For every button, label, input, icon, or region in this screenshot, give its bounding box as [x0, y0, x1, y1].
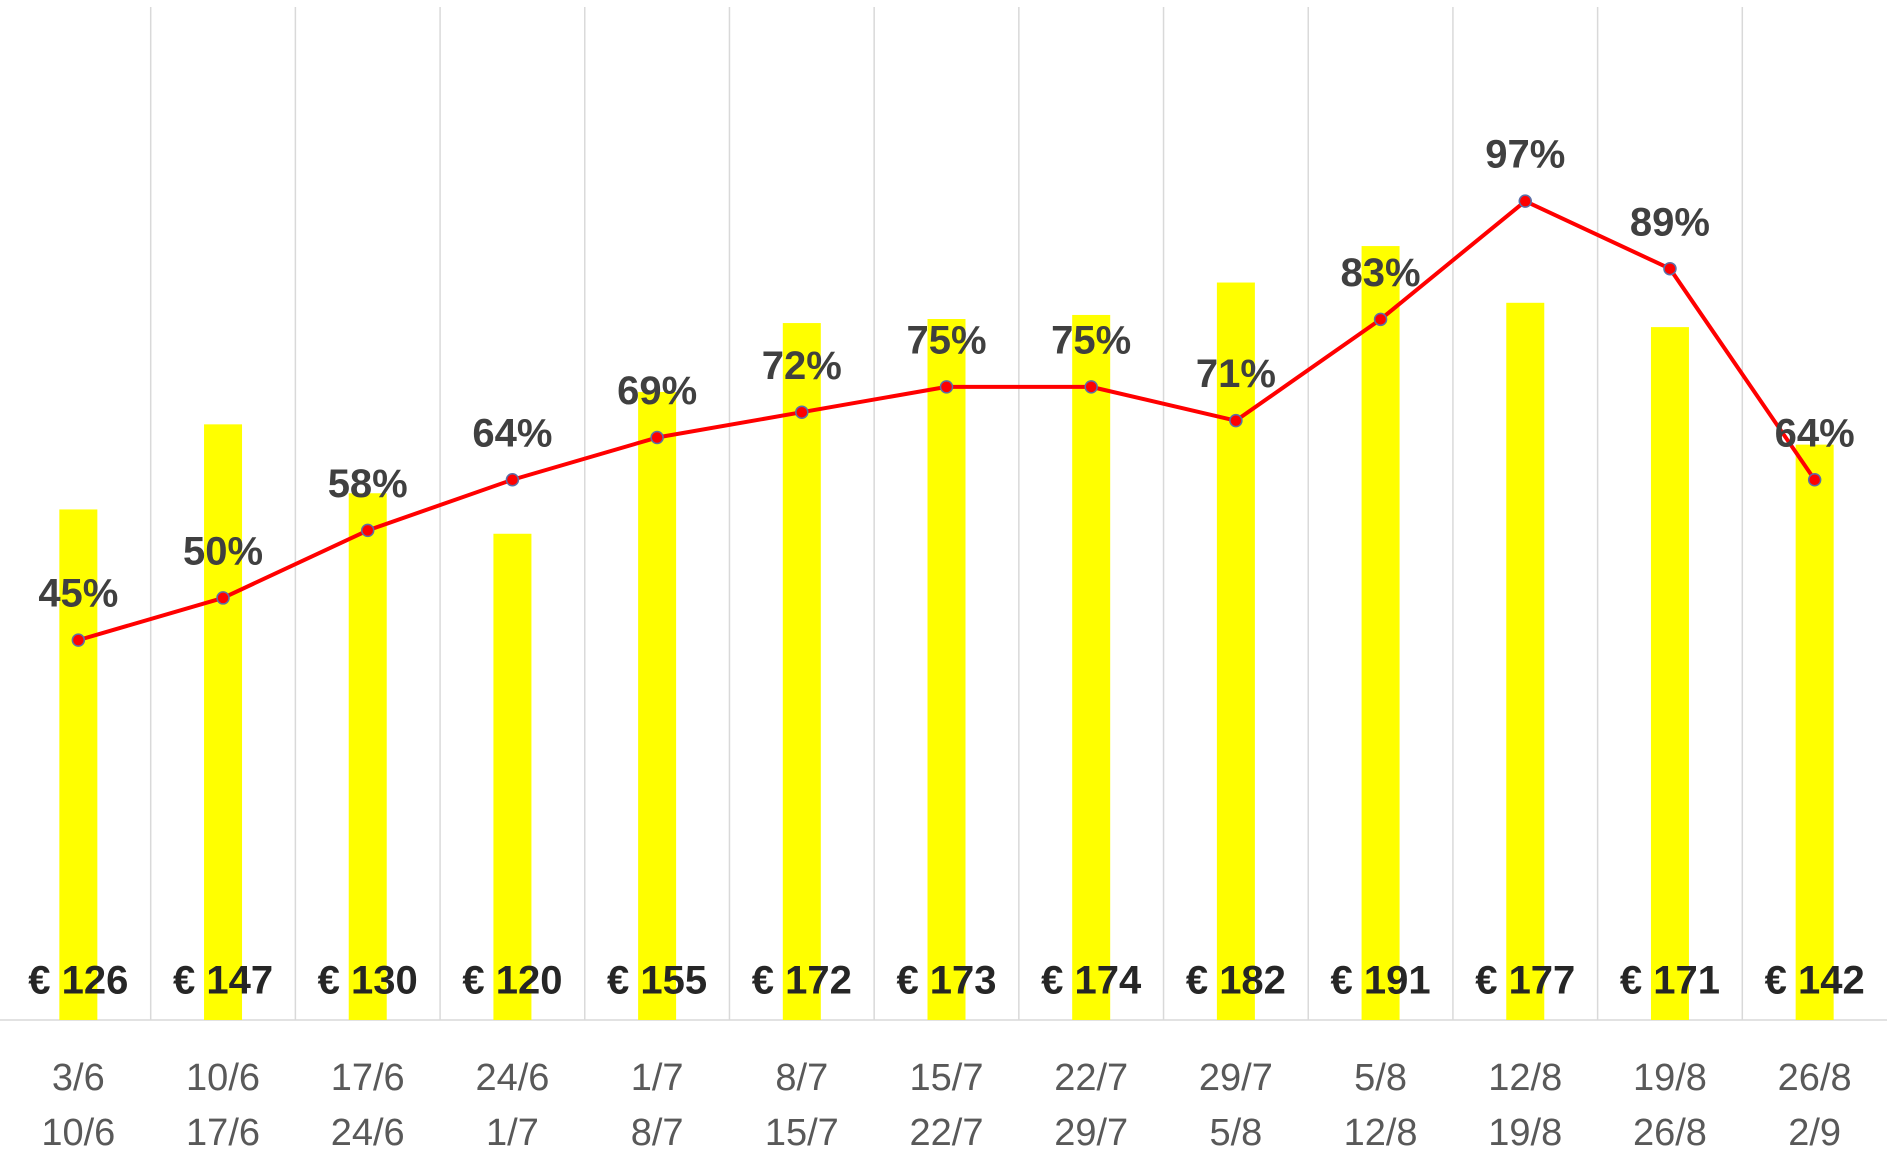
- point-label: 89%: [1630, 200, 1710, 244]
- bar: [638, 391, 677, 1020]
- bar: [927, 319, 966, 1020]
- x-tick-label: 29/7: [1054, 1112, 1128, 1154]
- bar: [59, 509, 98, 1020]
- point-label: 50%: [183, 529, 263, 573]
- bar-label: € 172: [752, 959, 852, 1003]
- x-tick-label: 15/7: [910, 1057, 984, 1099]
- bar-label: € 171: [1620, 959, 1720, 1003]
- x-tick-label: 12/8: [1344, 1112, 1418, 1154]
- x-tick-label: 22/7: [910, 1112, 984, 1154]
- x-tick-label: 8/7: [631, 1112, 684, 1154]
- bar: [348, 493, 387, 1020]
- bar-label: € 182: [1186, 959, 1286, 1003]
- bar-label: € 155: [607, 959, 707, 1003]
- x-tick-label: 5/8: [1209, 1112, 1262, 1154]
- bar: [1216, 282, 1255, 1020]
- point-label: 71%: [1196, 352, 1276, 396]
- x-tick-label: 12/8: [1488, 1057, 1562, 1099]
- x-tick-label: 10/6: [186, 1057, 260, 1099]
- x-tick-label: 5/8: [1354, 1057, 1407, 1099]
- x-tick-label: 26/8: [1633, 1112, 1707, 1154]
- point-label: 64%: [472, 411, 552, 455]
- bar-label: € 173: [896, 959, 996, 1003]
- bar: [1795, 444, 1834, 1021]
- point: [1807, 472, 1822, 487]
- point: [939, 380, 954, 394]
- x-tick-label: 19/8: [1633, 1057, 1707, 1099]
- point: [650, 430, 664, 445]
- x-tick-label: 26/8: [1778, 1057, 1852, 1099]
- bar: [782, 323, 821, 1020]
- point: [71, 633, 86, 647]
- point: [1084, 380, 1098, 394]
- point-label: 97%: [1485, 133, 1565, 177]
- point: [1373, 312, 1388, 327]
- bar: [1072, 314, 1111, 1020]
- point-label: 75%: [906, 318, 986, 362]
- bar-label: € 174: [1041, 959, 1142, 1003]
- point: [360, 523, 375, 538]
- x-tick-label: 15/7: [765, 1112, 839, 1154]
- x-tick-label: 24/6: [475, 1057, 549, 1099]
- point: [1663, 261, 1677, 276]
- point: [1229, 413, 1243, 428]
- point: [505, 472, 520, 487]
- bar: [493, 533, 532, 1020]
- point-label: 58%: [328, 462, 408, 506]
- x-tick-label: 24/6: [331, 1112, 405, 1154]
- x-tick-label: 19/8: [1488, 1112, 1562, 1154]
- point-label: 64%: [1775, 411, 1855, 455]
- point-label: 72%: [762, 344, 842, 388]
- bar: [1506, 302, 1545, 1020]
- bar-label: € 130: [318, 959, 418, 1003]
- x-tick-label: 3/6: [52, 1057, 105, 1099]
- point-label: 69%: [617, 369, 697, 413]
- bar-label: € 120: [462, 959, 562, 1003]
- x-tick-label: 17/6: [331, 1057, 405, 1099]
- point-label: 83%: [1341, 251, 1421, 295]
- point-label: 45%: [38, 572, 118, 616]
- bar-label: € 147: [173, 959, 273, 1003]
- x-tick-label: 22/7: [1054, 1057, 1128, 1099]
- point: [216, 591, 230, 605]
- point: [1518, 194, 1533, 208]
- x-tick-label: 2/9: [1788, 1112, 1841, 1154]
- bar-label: € 177: [1475, 959, 1575, 1003]
- x-tick-label: 1/7: [631, 1057, 684, 1099]
- point-label: 75%: [1051, 318, 1131, 362]
- x-tick-label: 29/7: [1199, 1057, 1273, 1099]
- bar: [204, 424, 243, 1021]
- bar: [1361, 246, 1400, 1020]
- x-tick-label: 17/6: [186, 1112, 260, 1154]
- bar-label: € 142: [1765, 959, 1865, 1003]
- x-tick-label: 10/6: [41, 1112, 115, 1154]
- bar-label: € 126: [28, 959, 128, 1003]
- point: [795, 405, 809, 419]
- x-tick-label: 8/7: [775, 1057, 828, 1099]
- bar: [1650, 327, 1689, 1020]
- x-tick-label: 1/7: [486, 1112, 539, 1154]
- bar-label: € 191: [1331, 959, 1431, 1003]
